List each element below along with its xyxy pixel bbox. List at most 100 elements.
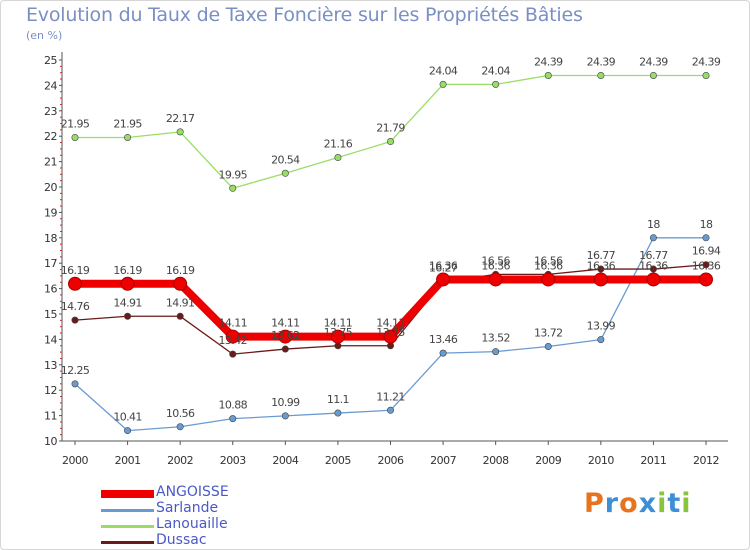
data-label-angoisse: 14.11 [271,317,300,330]
data-label-angoisse: 16.36 [639,259,668,272]
data-point-lanouaille [124,133,132,141]
data-point-lanouaille [597,71,605,79]
data-label-dussac: 14.91 [166,296,195,309]
data-label-lanouaille: 21.16 [324,138,353,151]
data-label-sarlande: 10.99 [271,396,300,409]
data-label-sarlande: 13.99 [587,320,616,333]
logo-letter: i [657,488,668,519]
data-label-dussac: 16.77 [639,249,668,262]
x-tick-label: 2005 [325,454,351,467]
data-point-dussac [124,312,132,320]
x-tick-label: 2012 [693,454,719,467]
data-point-angoisse [593,272,608,287]
x-tick-label: 2000 [62,454,88,467]
data-label-sarlande: 11.1 [327,393,349,406]
y-tick-label: 19 [44,206,57,219]
data-point-sarlande [176,423,184,431]
data-point-sarlande [281,412,289,420]
data-label-lanouaille: 21.95 [61,117,90,130]
x-tick-label: 2003 [220,454,246,467]
data-label-dussac: 16.77 [587,249,616,262]
proxiti-logo: Proxiti [584,488,692,519]
y-tick-label: 16 [44,283,57,296]
data-label-sarlande: 13.52 [481,332,510,345]
legend-label-angoisse: ANGOISSE [156,484,229,500]
data-point-lanouaille [229,184,237,192]
legend-swatch-angoisse [101,490,154,498]
x-tick-label: 2006 [378,454,404,467]
legend-label-dussac: Dussac [156,532,207,548]
data-point-lanouaille [649,71,657,79]
data-label-angoisse: 14.11 [376,317,405,330]
data-label-dussac: 13.75 [376,326,405,339]
data-label-lanouaille: 24.39 [639,55,668,68]
data-label-sarlande: 13.46 [429,333,458,346]
data-point-sarlande [702,234,710,242]
data-label-lanouaille: 24.39 [534,55,563,68]
data-point-dussac [176,312,184,320]
data-point-sarlande [649,234,657,242]
chart-unit-label: (en %) [26,29,63,42]
data-label-lanouaille: 21.79 [376,122,405,135]
data-point-angoisse [173,276,188,291]
chart-legend: ANGOISSE Sarlande Lanouaille Dussac [101,484,401,550]
data-point-angoisse [330,329,345,344]
data-label-angoisse: 14.11 [219,317,248,330]
data-point-angoisse [541,272,556,287]
data-point-angoisse [278,329,293,344]
data-label-angoisse: 14.11 [324,317,353,330]
data-point-lanouaille [334,154,342,162]
data-point-angoisse [488,272,503,287]
data-point-lanouaille [176,128,184,136]
data-label-dussac: 16.27 [429,262,458,275]
y-tick-label: 12 [44,384,57,397]
data-label-lanouaille: 22.17 [166,112,195,125]
data-label-dussac: 13.62 [271,329,300,342]
data-label-angoisse: 16.36 [481,259,510,272]
data-label-angoisse: 16.36 [692,259,721,272]
data-label-dussac: 16.94 [692,245,721,258]
data-point-angoisse [383,329,398,344]
data-label-lanouaille: 24.04 [481,64,510,77]
data-point-angoisse [225,329,240,344]
x-tick-label: 2004 [272,454,298,467]
x-tick-label: 2009 [535,454,561,467]
data-label-lanouaille: 24.39 [692,55,721,68]
data-label-sarlande: 11.21 [376,390,405,403]
data-point-lanouaille [492,80,500,88]
data-point-lanouaille [702,71,710,79]
legend-item-sarlande: Sarlande [101,500,401,518]
y-tick-label: 20 [44,181,57,194]
data-label-angoisse: 16.36 [587,259,616,272]
x-tick-label: 2008 [483,454,509,467]
data-label-sarlande: 13.72 [534,327,563,340]
data-label-lanouaille: 21.95 [113,117,142,130]
y-tick-label: 10 [44,435,57,448]
y-tick-label: 18 [44,232,57,245]
legend-label-lanouaille: Lanouaille [156,516,228,532]
logo-letter: r [604,488,620,519]
y-tick-label: 23 [44,105,57,118]
data-label-lanouaille: 19.95 [219,168,248,181]
data-label-angoisse: 16.36 [429,259,458,272]
y-tick-label: 25 [44,54,57,67]
logo-letter: o [619,488,639,519]
data-label-sarlande: 10.56 [166,407,195,420]
data-label-dussac: 14.76 [61,300,90,313]
legend-swatch-sarlande [101,509,154,512]
x-tick-label: 2010 [588,454,614,467]
data-point-angoisse [646,272,661,287]
data-point-sarlande [492,348,500,356]
data-label-angoisse: 16.19 [113,264,142,277]
data-point-sarlande [597,336,605,344]
data-point-angoisse [699,272,713,287]
data-label-sarlande: 10.41 [113,411,142,424]
legend-item-lanouaille: Lanouaille [101,516,401,534]
data-point-angoisse [436,272,451,287]
data-point-dussac [702,261,710,269]
data-point-dussac [229,350,237,358]
data-label-lanouaille: 24.04 [429,64,458,77]
legend-item-angoisse: ANGOISSE [101,484,401,502]
legend-swatch-lanouaille [101,525,154,528]
